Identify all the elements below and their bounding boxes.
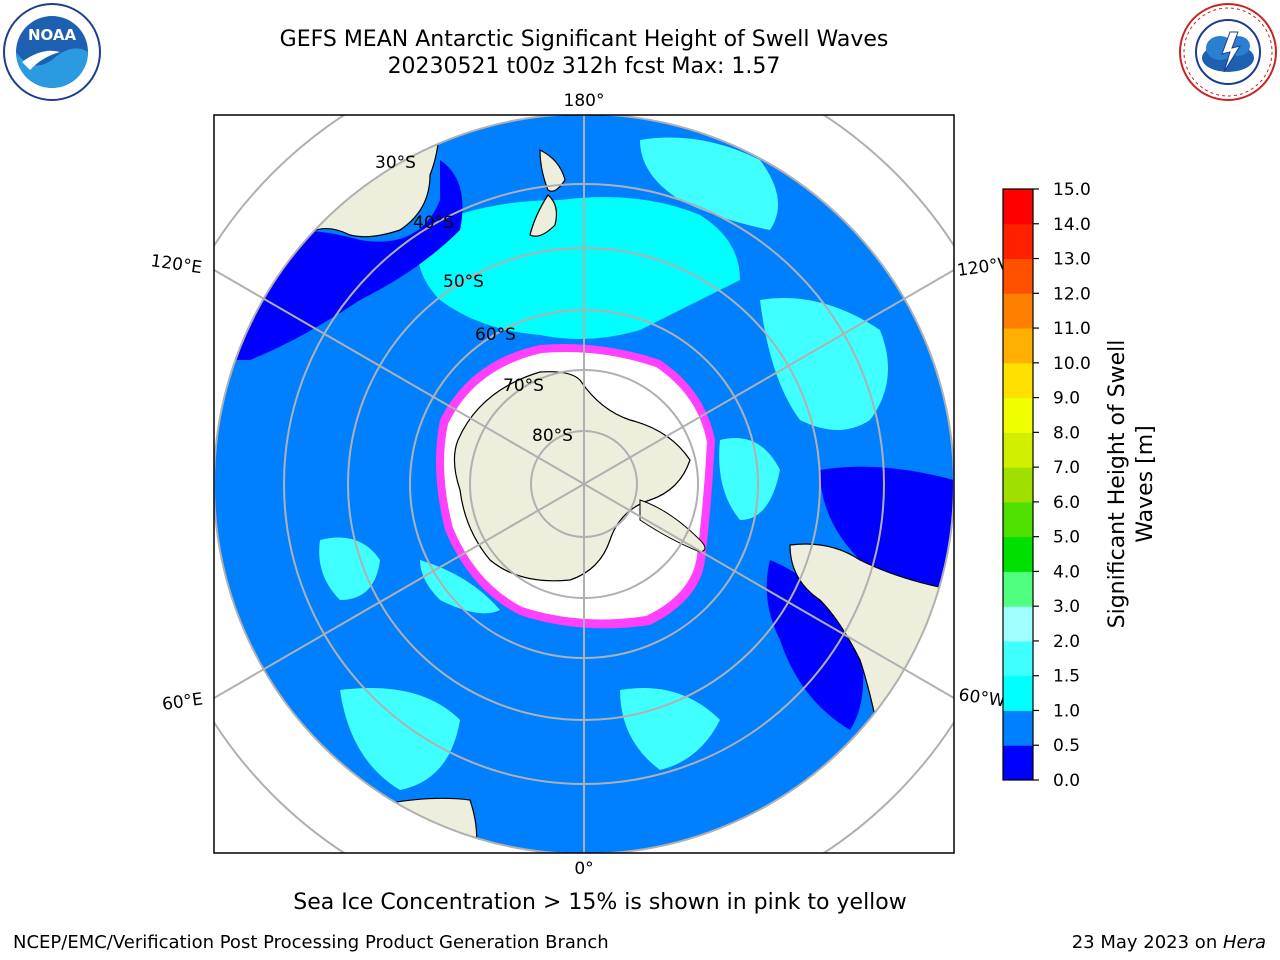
colorbar	[1003, 189, 1033, 781]
colorbar-tick-label: 7.0	[1053, 458, 1080, 478]
colorbar-segment	[1003, 501, 1033, 538]
colorbar-tick-label: 5.0	[1053, 528, 1080, 548]
colorbar-label-line2: Waves [m]	[1133, 425, 1158, 542]
colorbar-segment	[1003, 293, 1033, 329]
colorbar-segment	[1003, 467, 1033, 503]
colorbar-tick-label: 3.0	[1053, 597, 1080, 617]
meridian-60e-120w	[214, 269, 954, 699]
noaa-logo-text: NOAA	[28, 26, 77, 44]
lon-label-60w: 60°W	[957, 685, 1006, 711]
lat-label-40: 40°S	[413, 213, 454, 233]
lat-label-60: 60°S	[475, 325, 516, 345]
lat-label-50: 50°S	[443, 272, 484, 292]
noaa-logo: NOAA	[2, 2, 102, 102]
colorbar-segment	[1003, 606, 1033, 642]
swell-cyan-south-west	[340, 688, 460, 790]
swell-cyan-east	[760, 298, 888, 430]
colorbar-border	[1002, 188, 1034, 781]
lat-label-70: 70°S	[503, 376, 544, 396]
footer-machine: Hera	[1222, 932, 1266, 953]
swell-cyan-weddell	[420, 560, 500, 614]
colorbar-ticks: 0.0 0.5 1.0 1.5 2.0 3.0 4.0 5.0 6.0 7.0 8.0 9.0 10.0…	[1033, 180, 1091, 791]
colorbar-segment	[1003, 432, 1033, 468]
swell-cyan-pacific	[417, 197, 740, 339]
swell-cyan-west	[319, 537, 380, 600]
colorbar-tick-label: 1.5	[1053, 667, 1080, 687]
colorbar-segment	[1003, 397, 1033, 433]
colorbar-segment	[1003, 675, 1033, 711]
nws-logo	[1178, 2, 1278, 102]
colorbar-segment	[1003, 710, 1033, 746]
chart-subtitle: 20230521 t00z 312h fcst Max: 1.57	[387, 54, 781, 79]
lon-label-60e: 60°E	[161, 689, 204, 714]
sea-ice-caption: Sea Ice Concentration > 15% is shown in …	[293, 890, 907, 915]
colorbar-tick-label: 12.0	[1053, 284, 1091, 304]
colorbar-tick-label: 4.0	[1053, 562, 1080, 582]
colorbar-segment	[1003, 328, 1033, 364]
swell-low-australia	[214, 160, 463, 360]
colorbar-segment	[1003, 258, 1033, 294]
graticule	[214, 115, 954, 853]
colorbar-tick-label: 15.0	[1053, 180, 1091, 200]
colorbar-tick-label: 0.0	[1053, 771, 1080, 791]
colorbar-tick-label: 11.0	[1053, 319, 1091, 339]
colorbar-segment	[1003, 536, 1033, 572]
footer-date: 23 May 2023 on Hera	[1072, 932, 1266, 953]
lon-label-0: 0°	[574, 859, 593, 879]
swell-low-east	[820, 466, 954, 592]
lon-label-120e: 120°E	[149, 251, 203, 278]
map-border	[213, 114, 955, 854]
colorbar-tick-label: 9.0	[1053, 389, 1080, 409]
lat-label-30: 30°S	[375, 153, 416, 173]
colorbar-tick-label: 2.0	[1053, 632, 1080, 652]
footer-branch: NCEP/EMC/Verification Post Processing Pr…	[13, 932, 609, 953]
lat-label-80: 80°S	[532, 426, 573, 446]
lon-label-180: 180°	[564, 91, 605, 111]
colorbar-segment	[1003, 640, 1033, 677]
footer-date-text: 23 May 2023 on	[1071, 932, 1223, 953]
chart-title: GEFS MEAN Antarctic Significant Height o…	[279, 27, 889, 52]
colorbar-segment	[1003, 189, 1033, 225]
colorbar-tick-label: 6.0	[1053, 493, 1080, 513]
colorbar-tick-label: 13.0	[1053, 250, 1091, 270]
swell-cyan-south	[620, 688, 720, 770]
colorbar-segment	[1003, 223, 1033, 260]
antarctic-peninsula	[639, 499, 706, 553]
new-zealand-south	[529, 194, 558, 237]
colorbar-segment	[1003, 745, 1033, 781]
new-zealand-north	[539, 149, 566, 192]
colorbar-tick-label: 8.0	[1053, 423, 1080, 443]
colorbar-tick-label: 10.0	[1053, 354, 1091, 374]
colorbar-label-line1: Significant Height of Swell	[1105, 340, 1130, 629]
swell-cyan-east2	[719, 438, 780, 520]
colorbar-tick-label: 0.5	[1053, 736, 1080, 756]
swell-cyan-north	[640, 137, 778, 230]
colorbar-segment	[1003, 571, 1033, 607]
colorbar-segment	[1003, 362, 1033, 399]
colorbar-tick-label: 1.0	[1053, 701, 1080, 721]
colorbar-tick-label: 14.0	[1053, 215, 1091, 235]
